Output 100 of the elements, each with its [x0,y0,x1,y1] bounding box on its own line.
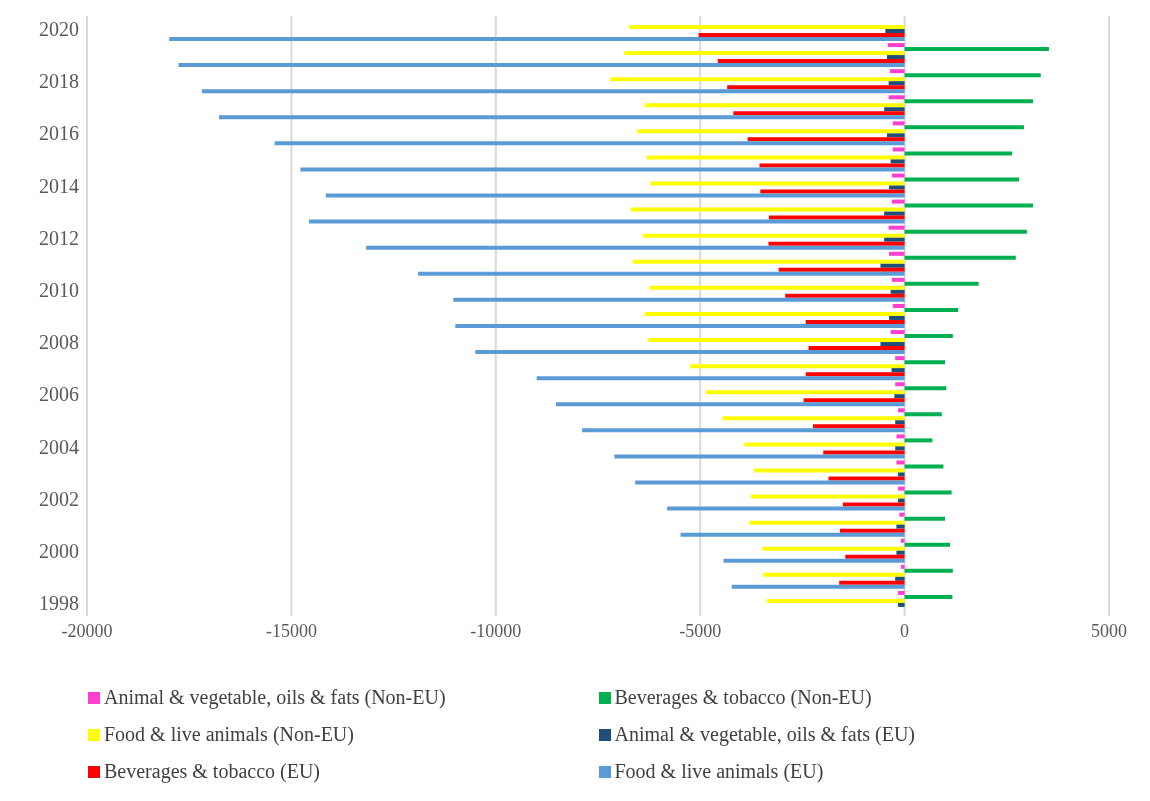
bar [753,468,905,473]
bar [840,528,905,533]
y-tick-label: 2012 [39,226,79,249]
bar [762,546,905,551]
bar [904,281,979,286]
y-tick-label: 2008 [39,331,79,354]
x-tick-label: -15000 [265,620,317,641]
y-tick-label: 2020 [39,18,79,41]
bar [650,181,905,186]
bar [629,25,905,29]
bar [644,103,905,108]
bar [680,532,905,537]
bar [904,412,942,417]
bar [904,516,946,521]
bar [891,277,905,282]
bar [891,368,905,373]
bar [895,446,905,451]
bar [648,338,905,343]
bar [178,63,905,68]
bar [308,219,905,224]
bar [890,330,905,335]
bar [828,476,905,481]
bar [889,315,905,320]
legend-label: Food & live animals (EU) [614,760,824,783]
bar [646,155,905,160]
bar [614,454,905,459]
bar [366,245,905,250]
bar [750,494,905,499]
bar [808,346,905,351]
bar [898,408,905,413]
bar [904,334,953,339]
bar [768,241,905,246]
bar [689,364,905,369]
bar [274,141,905,146]
bar [766,598,905,603]
bar [884,107,905,112]
bar [723,558,905,563]
bar [898,498,905,503]
bar [885,29,905,33]
bar [749,520,905,525]
bar [904,542,950,547]
bar [895,356,905,361]
bar [768,215,905,220]
y-tick-label: 2014 [39,174,79,197]
bar [894,394,905,399]
bar [642,233,905,238]
bar [889,251,905,256]
bar [904,125,1024,130]
bar [887,55,905,60]
bar [896,460,905,465]
legend-label: Food & live animals (Non-EU) [104,723,354,746]
bar [904,490,952,495]
bar [904,307,959,312]
bar [887,133,905,138]
bar [722,416,905,421]
bar [898,486,905,491]
x-tick-label: -10000 [470,620,522,641]
x-tick-label: 5000 [1091,620,1127,641]
bar [904,255,1016,260]
bar [201,89,905,94]
bar [884,211,905,216]
bar [895,382,905,387]
bar [895,576,905,581]
bar [717,59,905,64]
bar [904,438,933,443]
bar [785,293,905,298]
bar [644,311,905,316]
bar [839,580,905,585]
bar [904,47,1049,52]
bar [805,372,905,377]
bar [904,360,946,365]
bar [884,237,905,242]
bar [898,602,905,607]
bar [763,572,905,577]
bar [888,95,905,100]
bar [649,285,905,290]
y-tick-label: 2000 [39,539,79,562]
y-tick-label: 2016 [39,122,79,145]
bar [747,137,905,142]
bar [698,33,905,37]
legend-label: Beverages & tobacco (Non-EU) [614,686,872,709]
bar [733,111,905,116]
bar [325,193,905,198]
bar [610,77,905,82]
legend-label: Animal & vegetable, oils & fats (EU) [614,723,915,746]
y-tick-label: 2018 [39,70,79,93]
bar [904,73,1041,78]
bar [803,398,905,403]
x-tick-label: 0 [900,620,910,641]
bar [219,115,905,120]
y-tick-label: 2004 [39,435,79,458]
bar [455,323,905,328]
bar [582,428,905,433]
bar [667,506,905,511]
bar [904,177,1020,182]
bar [813,424,905,429]
bar [418,271,905,276]
bar [842,502,905,507]
bar [904,203,1033,208]
bar [880,263,905,268]
